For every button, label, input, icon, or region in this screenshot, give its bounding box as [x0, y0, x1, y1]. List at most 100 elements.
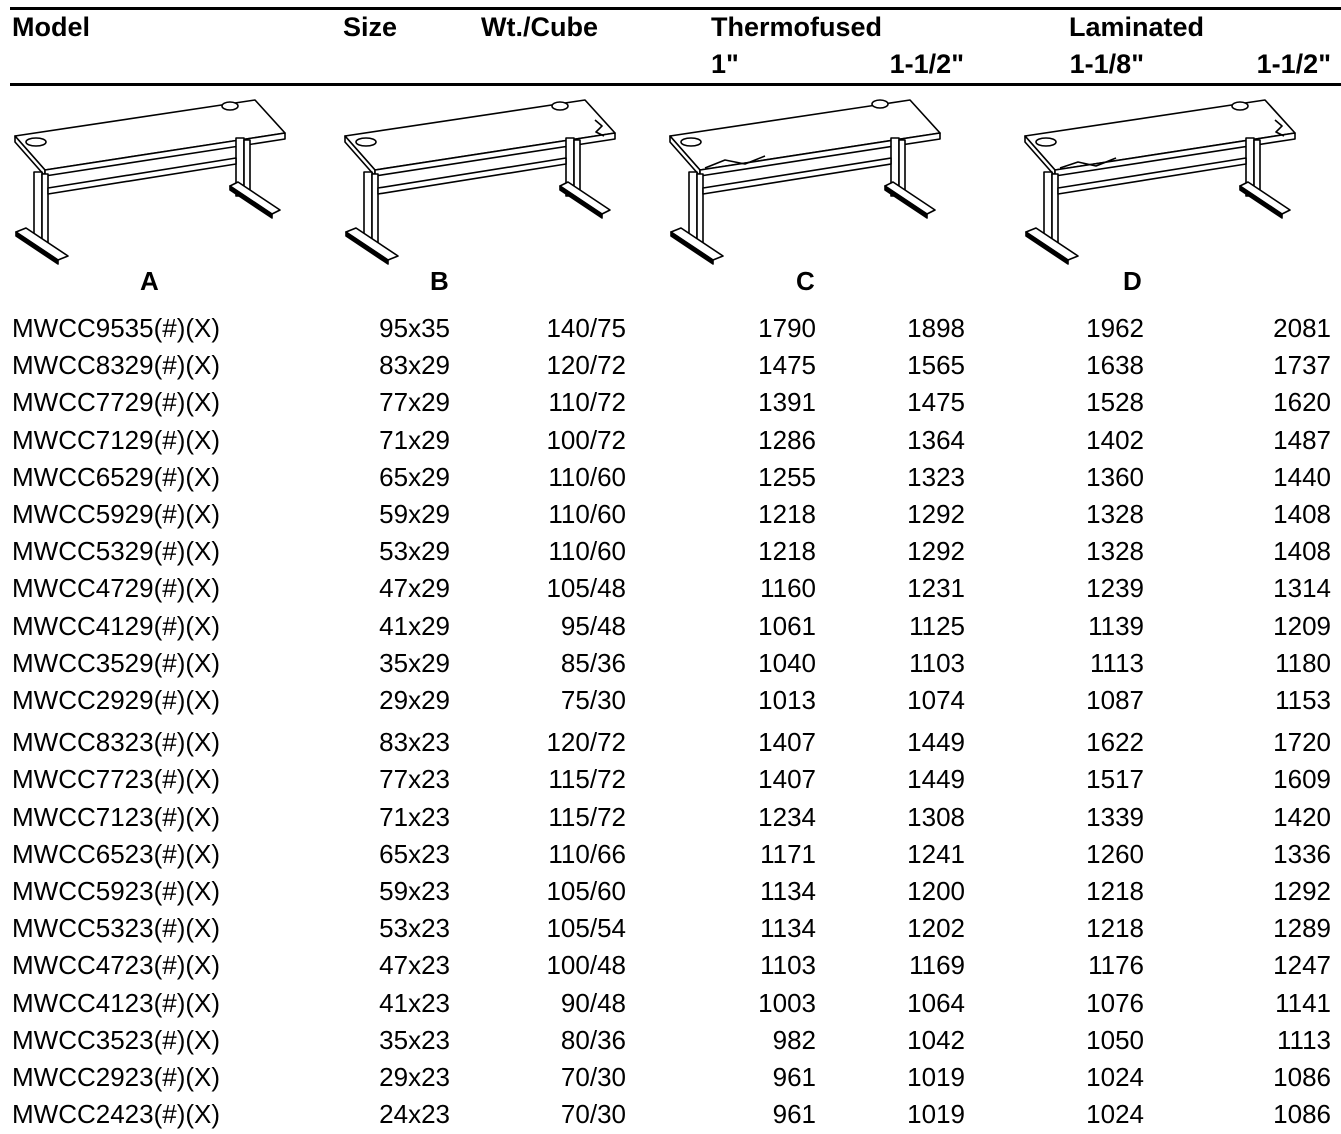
- cell-wt-cube: 105/54: [546, 913, 626, 944]
- cell-wt-cube: 110/60: [548, 499, 626, 529]
- cell-size: 71x29: [379, 424, 450, 455]
- table-row: MWCC2423(#)(X) 24x23 70/30 961 1019 1024 1086: [0, 1097, 1341, 1131]
- illustration-label-b: B: [430, 266, 449, 296]
- cell-thermo-1-1-2in: 1019: [907, 1062, 965, 1092]
- cell-model: MWCC7723(#)(X): [12, 764, 221, 795]
- cell-thermo-1in: 1134: [760, 913, 816, 944]
- cell-size: 41x29: [379, 610, 450, 641]
- cell-thermo-1-1-2in: 1202: [907, 913, 965, 944]
- cell-lam-1-1-8in: 1517: [1086, 764, 1144, 795]
- cell-model: MWCC6523(#)(X): [12, 838, 221, 869]
- cell-model: MWCC5323(#)(X): [12, 913, 221, 944]
- table-row: MWCC8329(#)(X) 83x29 120/72 1475 1565 1638 173…: [0, 348, 1341, 382]
- cell-wt-cube: 120/72: [546, 727, 626, 758]
- table-row: MWCC9535(#)(X) 95x35 140/75 1790 1898 1962 208…: [0, 311, 1341, 345]
- cell-wt-cube: 110/60: [548, 536, 626, 567]
- cell-lam-1-1-2in: 1737: [1273, 350, 1331, 381]
- cell-lam-1-1-8in: 1024: [1086, 1062, 1144, 1092]
- cell-thermo-1in: 961: [772, 1099, 816, 1130]
- desk-b-icon: [344, 99, 616, 265]
- cell-wt-cube: 70/30: [560, 1099, 626, 1130]
- cell-thermo-1-1-2in: 1323: [907, 461, 965, 492]
- cell-model: MWCC5929(#)(X): [12, 499, 221, 529]
- cell-lam-1-1-2in: 1292: [1273, 876, 1331, 906]
- cell-thermo-1-1-2in: 1019: [907, 1099, 965, 1130]
- cell-thermo-1-1-2in: 1169: [909, 950, 965, 981]
- table-row: MWCC5329(#)(X) 53x29 110/60 1218 1292 1328 140…: [0, 534, 1341, 568]
- cell-thermo-1-1-2in: 1064: [907, 987, 965, 1018]
- cell-thermo-1-1-2in: 1074: [907, 685, 965, 715]
- header-thermofused: Thermofused: [711, 12, 883, 42]
- cell-thermo-1-1-2in: 1449: [907, 727, 965, 758]
- cell-thermo-1-1-2in: 1200: [907, 876, 965, 906]
- cell-thermo-1in: 1286: [758, 424, 816, 455]
- table-row: MWCC5923(#)(X) 59x23 105/60 1134 1200 1218 129…: [0, 874, 1341, 908]
- cell-thermo-1-1-2in: 1565: [907, 350, 965, 381]
- cell-lam-1-1-2in: 1609: [1273, 764, 1331, 795]
- header-rule: [10, 83, 1341, 86]
- table-row: MWCC8323(#)(X) 83x23 120/72 1407 1449 1622 172…: [0, 725, 1341, 759]
- cell-model: MWCC4723(#)(X): [12, 950, 221, 981]
- cell-wt-cube: 115/72: [548, 801, 626, 832]
- cell-lam-1-1-8in: 1087: [1086, 685, 1144, 715]
- cell-size: 59x23: [379, 876, 450, 906]
- table-row: MWCC7129(#)(X) 71x29 100/72 1286 1364 1402 148…: [0, 423, 1341, 457]
- cell-model: MWCC5329(#)(X): [12, 536, 221, 567]
- cell-size: 83x23: [379, 727, 450, 758]
- cell-thermo-1in: 1234: [758, 801, 816, 832]
- header-lam-1-1-8in: 1-1/8": [1069, 49, 1144, 79]
- cell-size: 77x23: [379, 764, 450, 795]
- cell-thermo-1in: 1391: [758, 387, 816, 418]
- cell-size: 59x29: [379, 499, 450, 529]
- table-row: MWCC2923(#)(X) 29x23 70/30 961 1019 1024 1086: [0, 1060, 1341, 1094]
- cell-thermo-1in: 1160: [760, 573, 816, 604]
- cell-model: MWCC8323(#)(X): [12, 727, 221, 758]
- cell-size: 65x23: [379, 838, 450, 869]
- cell-lam-1-1-8in: 1328: [1086, 499, 1144, 529]
- cell-model: MWCC3523(#)(X): [12, 1024, 221, 1055]
- cell-thermo-1in: 1218: [758, 536, 816, 567]
- cell-lam-1-1-8in: 1962: [1086, 313, 1144, 343]
- cell-size: 29x29: [379, 685, 450, 715]
- cell-size: 35x29: [379, 647, 450, 678]
- cell-thermo-1-1-2in: 1292: [907, 536, 965, 567]
- cell-size: 53x29: [379, 536, 450, 567]
- cell-lam-1-1-8in: 1176: [1088, 950, 1144, 981]
- header-model: Model: [12, 12, 90, 42]
- cell-lam-1-1-8in: 1050: [1086, 1024, 1144, 1055]
- cell-lam-1-1-8in: 1239: [1086, 573, 1144, 604]
- table-row: MWCC3523(#)(X) 35x23 80/36 982 1042 1050 1113: [0, 1023, 1341, 1057]
- cell-wt-cube: 110/72: [548, 387, 626, 418]
- cell-thermo-1-1-2in: 1475: [907, 387, 965, 418]
- cell-lam-1-1-8in: 1328: [1086, 536, 1144, 567]
- cell-thermo-1-1-2in: 1308: [907, 801, 965, 832]
- cell-lam-1-1-2in: 1336: [1273, 838, 1331, 869]
- cell-thermo-1-1-2in: 1231: [907, 573, 965, 604]
- table-row: MWCC5929(#)(X) 59x29 110/60 1218 1292 1328 140…: [0, 497, 1341, 531]
- cell-size: 71x23: [379, 801, 450, 832]
- cell-lam-1-1-8in: 1528: [1086, 387, 1144, 418]
- desk-c-icon: [669, 99, 941, 265]
- cell-model: MWCC4123(#)(X): [12, 987, 221, 1018]
- cell-thermo-1-1-2in: 1241: [907, 838, 965, 869]
- cell-size: 77x29: [379, 387, 450, 418]
- cell-wt-cube: 95/48: [560, 610, 626, 641]
- cell-thermo-1-1-2in: 1125: [909, 610, 965, 641]
- table-row: MWCC6523(#)(X) 65x23 110/66 1171 1241 1260 133…: [0, 837, 1341, 871]
- cell-thermo-1-1-2in: 1449: [907, 764, 965, 795]
- cell-thermo-1in: 1171: [760, 838, 816, 869]
- cell-wt-cube: 70/30: [560, 1062, 626, 1092]
- cell-lam-1-1-2in: 1420: [1273, 801, 1331, 832]
- cell-wt-cube: 90/48: [560, 987, 626, 1018]
- cell-thermo-1in: 1134: [760, 876, 816, 906]
- cell-thermo-1in: 1255: [758, 461, 816, 492]
- cell-thermo-1-1-2in: 1292: [907, 499, 965, 529]
- cell-model: MWCC7123(#)(X): [12, 801, 221, 832]
- cell-lam-1-1-2in: 2081: [1273, 313, 1331, 343]
- cell-lam-1-1-8in: 1339: [1086, 801, 1144, 832]
- table-row: MWCC4729(#)(X) 47x29 105/48 1160 1231 1239 131…: [0, 571, 1341, 605]
- cell-wt-cube: 100/72: [546, 424, 626, 455]
- cell-wt-cube: 115/72: [548, 764, 626, 795]
- cell-size: 24x23: [379, 1099, 450, 1130]
- cell-lam-1-1-2in: 1487: [1273, 424, 1331, 455]
